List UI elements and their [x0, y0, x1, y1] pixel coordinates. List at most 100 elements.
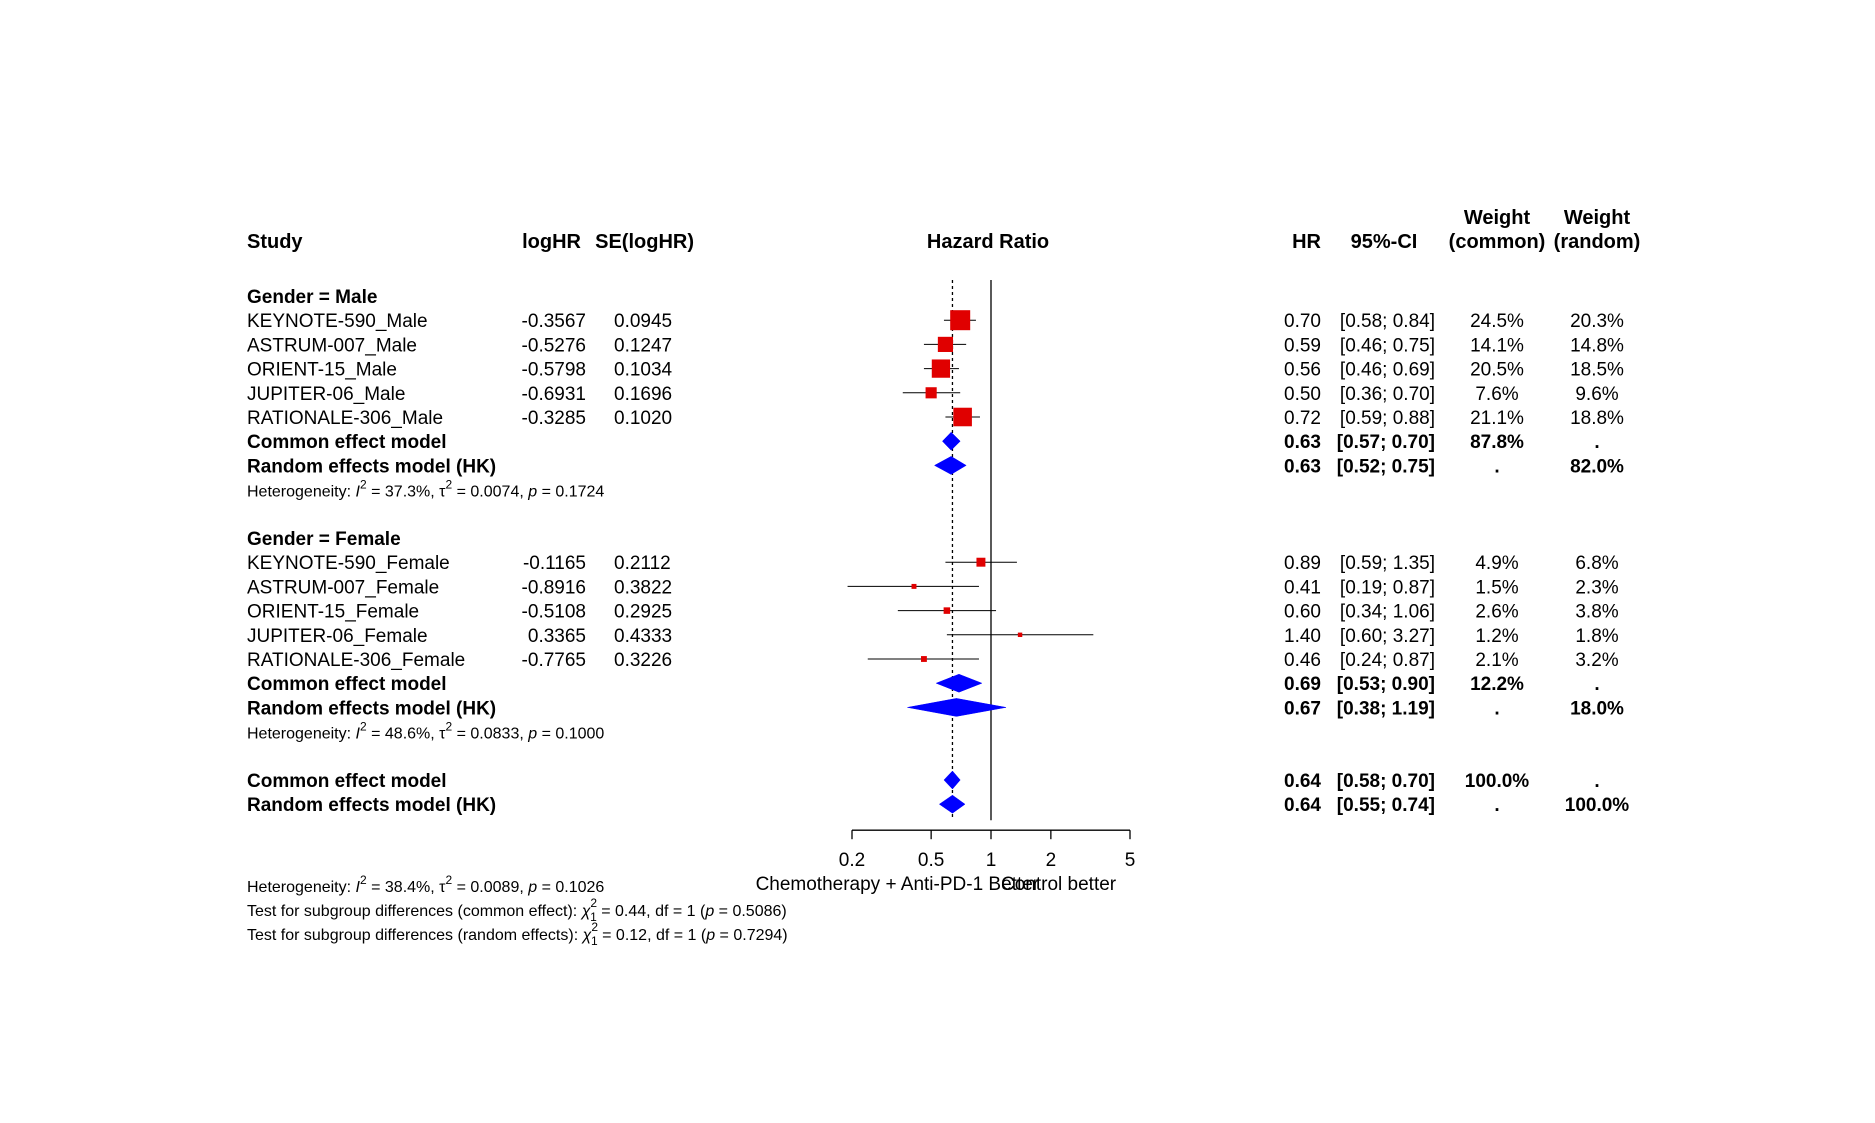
pooled-diamond	[942, 431, 961, 451]
study-box	[950, 310, 971, 331]
study-loghr: -0.7765	[522, 650, 586, 671]
study-loghr: -0.8916	[522, 577, 586, 598]
study-box	[911, 583, 917, 589]
header-hr: HR	[1292, 231, 1321, 253]
study-ci: [0.59; 0.88]	[1340, 408, 1435, 429]
study-loghr: -0.5798	[522, 360, 586, 381]
study-ci: [0.58; 0.84]	[1340, 311, 1435, 332]
pooled-hr: 0.63	[1284, 456, 1321, 477]
overall-heterogeneity-text: Heterogeneity: I2 = 38.4%, τ2 = 0.0089, …	[247, 873, 604, 896]
pooled-hr: 0.64	[1284, 795, 1321, 816]
study-label: JUPITER-06_Male	[247, 384, 405, 405]
study-ci: [0.36; 0.70]	[1340, 384, 1435, 405]
study-se: 0.0945	[614, 311, 672, 332]
study-loghr: -0.5276	[522, 335, 586, 356]
study-box	[953, 407, 972, 427]
study-hr: 0.72	[1284, 408, 1321, 429]
heterogeneity-text: Heterogeneity: I2 = 37.3%, τ2 = 0.0074, …	[247, 478, 604, 501]
pooled-ci: [0.57; 0.70]	[1337, 432, 1435, 453]
forest-footer: 0.2 0.5 1 2 5 Chemotherapy + Anti-PD-1 Better…	[247, 829, 1136, 948]
study-se: 0.3822	[614, 577, 672, 598]
pooled-weight-random: 100.0%	[1565, 795, 1630, 816]
pooled-weight-common: .	[1494, 795, 1499, 816]
header-se: SE(logHR)	[595, 231, 694, 253]
header-weight-common-line2: (common)	[1449, 231, 1546, 253]
study-hr: 0.56	[1284, 360, 1321, 381]
study-hr: 1.40	[1284, 626, 1321, 647]
study-weight-common: 21.1%	[1470, 408, 1524, 429]
x-axis-tick-label: 0.5	[918, 850, 944, 871]
study-hr: 0.46	[1284, 650, 1321, 671]
study-weight-random: 3.2%	[1575, 650, 1618, 671]
column-headers: Study logHR SE(logHR) Hazard Ratio HR 95…	[247, 207, 1640, 253]
pooled-weight-common: 100.0%	[1465, 771, 1530, 792]
study-loghr: 0.3365	[528, 626, 586, 647]
study-box	[943, 607, 951, 614]
x-axis-tick-label: 0.2	[839, 850, 865, 871]
header-hazard-ratio: Hazard Ratio	[927, 231, 1049, 253]
pooled-ci: [0.38; 1.19]	[1337, 698, 1435, 719]
pooled-hr: 0.63	[1284, 432, 1321, 453]
study-weight-random: 6.8%	[1575, 553, 1618, 574]
pooled-diamond	[935, 673, 983, 693]
study-ci: [0.60; 3.27]	[1340, 626, 1435, 647]
study-label: RATIONALE-306_Female	[247, 650, 465, 671]
study-hr: 0.41	[1284, 577, 1321, 598]
study-ci: [0.19; 0.87]	[1340, 577, 1435, 598]
study-weight-random: 18.5%	[1570, 360, 1624, 381]
study-hr: 0.59	[1284, 335, 1321, 356]
pooled-label: Random effects model (HK)	[247, 456, 496, 477]
header-weight-random-line1: Weight	[1564, 207, 1631, 229]
study-box	[976, 557, 986, 567]
pooled-diamond	[933, 456, 967, 475]
favours-right-label: Control better	[1001, 874, 1117, 895]
study-loghr: -0.5108	[522, 602, 586, 623]
subgroup-test-text: Test for subgroup differences (common ef…	[247, 896, 787, 924]
forest-rows: Gender = Male KEYNOTE-590_Male -0.3567 0.09…	[247, 287, 1629, 816]
x-axis-tick-label: 5	[1125, 850, 1136, 871]
study-label: ORIENT-15_Female	[247, 602, 419, 623]
study-weight-common: 2.1%	[1475, 650, 1518, 671]
study-weight-common: 20.5%	[1470, 360, 1524, 381]
pooled-weight-random: .	[1594, 771, 1599, 792]
study-hr: 0.60	[1284, 602, 1321, 623]
study-ci: [0.34; 1.06]	[1340, 602, 1435, 623]
study-weight-random: 1.8%	[1575, 626, 1618, 647]
forest-graphics	[847, 280, 1094, 821]
x-axis-tick-label: 2	[1046, 850, 1057, 871]
subgroup-label: Gender = Female	[247, 529, 401, 550]
study-weight-common: 1.2%	[1475, 626, 1518, 647]
header-ci: 95%-CI	[1351, 231, 1418, 253]
subgroup-label: Gender = Male	[247, 287, 377, 308]
pooled-label: Common effect model	[247, 771, 447, 792]
study-label: KEYNOTE-590_Male	[247, 311, 428, 332]
study-box	[931, 359, 951, 378]
study-se: 0.4333	[614, 626, 672, 647]
study-weight-common: 4.9%	[1475, 553, 1518, 574]
study-label: KEYNOTE-590_Female	[247, 553, 450, 574]
study-loghr: -0.3285	[522, 408, 586, 429]
study-se: 0.2112	[614, 553, 671, 574]
pooled-label: Common effect model	[247, 674, 447, 695]
study-label: ASTRUM-007_Male	[247, 335, 417, 356]
pooled-weight-random: 82.0%	[1570, 456, 1624, 477]
pooled-weight-common: .	[1494, 456, 1499, 477]
pooled-hr: 0.69	[1284, 674, 1321, 695]
study-box	[925, 387, 937, 399]
study-hr: 0.89	[1284, 553, 1321, 574]
study-hr: 0.50	[1284, 384, 1321, 405]
study-loghr: -0.1165	[523, 553, 586, 574]
study-weight-common: 24.5%	[1470, 311, 1524, 332]
pooled-label: Random effects model (HK)	[247, 795, 496, 816]
study-weight-random: 3.8%	[1575, 602, 1618, 623]
study-box	[937, 336, 954, 352]
study-weight-random: 14.8%	[1570, 335, 1624, 356]
pooled-weight-random: 18.0%	[1570, 698, 1624, 719]
pooled-weight-common: .	[1494, 698, 1499, 719]
pooled-ci: [0.58; 0.70]	[1337, 771, 1435, 792]
study-se: 0.1696	[614, 384, 672, 405]
study-loghr: -0.3567	[522, 311, 586, 332]
pooled-weight-random: .	[1594, 674, 1599, 695]
study-se: 0.1020	[614, 408, 672, 429]
heterogeneity-text: Heterogeneity: I2 = 48.6%, τ2 = 0.0833, …	[247, 720, 604, 743]
